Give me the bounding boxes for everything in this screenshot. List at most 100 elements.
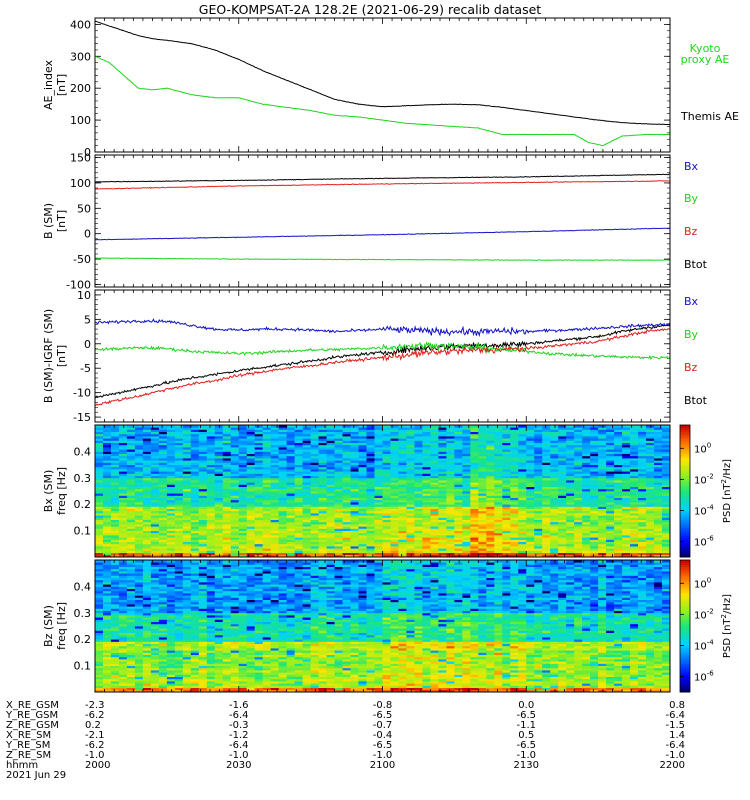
panel-spec-bx-cell (342, 550, 351, 553)
panel-spec-bx-cell (358, 427, 367, 430)
panel-spec-bx-cell (374, 493, 383, 496)
panel-spec-bx-cell (206, 486, 216, 490)
panel-spec-bx-cell (310, 537, 320, 540)
panel-spec-bx-cell (470, 539, 479, 542)
panel-spec-bx-cell (542, 447, 551, 450)
panel-spec-bx-cell (246, 495, 256, 498)
panel-spec-bx-cell (550, 460, 559, 463)
panel-spec-bx-cell (566, 429, 575, 432)
panel-spec-bx-cell (574, 526, 583, 529)
panel-spec-bx-cell (430, 451, 439, 454)
panel-spec-bx-cell (222, 532, 232, 536)
panel-spec-bx-cell (214, 550, 224, 553)
panel-spec-bx-cell (166, 543, 176, 547)
panel-spec-bx-cell (438, 453, 447, 457)
panel-spec-bx-cell (446, 429, 455, 432)
panel-spec-bx-cell (654, 427, 663, 430)
panel-spec-bx-cell (318, 543, 327, 547)
panel-spec-bx-cell (206, 477, 216, 481)
panel-spec-bx-cell (254, 427, 264, 430)
panel-spec-bx-cell (646, 451, 655, 454)
panel-spec-bx-cell (446, 464, 455, 468)
panel-spec-bx-cell (422, 466, 431, 470)
panel-spec-bx-cell (446, 488, 455, 492)
panel-spec-bx-cell (286, 482, 296, 485)
panel-spec-bx-cell (182, 425, 192, 428)
panel-spec-bx-cell (614, 546, 623, 549)
panel-spec-bx-cell (326, 521, 335, 525)
panel-spec-bx-cell (430, 436, 439, 439)
panel-spec-bx-cell (326, 543, 335, 547)
panel-spec-bx-cell (630, 543, 639, 547)
panel-spec-bx-cell (190, 517, 200, 520)
panel-spec-bx-cell (518, 469, 527, 472)
panel-spec-bx-cell (550, 433, 559, 437)
panel-spec-bx-cell (118, 508, 128, 512)
panel-spec-bx-cell (582, 462, 591, 465)
panel-spec-bx-cell (214, 513, 224, 516)
panel-spec-bx-cell (654, 508, 663, 512)
panel-spec-bx-cell (438, 554, 447, 558)
panel-spec-bx-cell (95, 436, 104, 439)
panel-spec-bx-cell (446, 460, 455, 463)
panel-spec-bx-cell (654, 546, 663, 549)
panel-spec-bx-cell (518, 427, 527, 430)
panel-spec-bx-cell (446, 495, 455, 498)
panel-spec-bx-cell (95, 495, 104, 498)
panel-spec-bx-cell (542, 517, 551, 520)
panel-spec-bx-cell (230, 425, 240, 428)
panel-spec-bx-cell (142, 433, 152, 437)
panel-spec-bx-cell (470, 449, 479, 452)
panel-spec-bx-cell (182, 469, 192, 472)
panel-spec-bx-cell (534, 517, 543, 520)
panel-spec-bx-cell (206, 425, 216, 428)
panel-spec-bx-cell (198, 543, 208, 547)
panel-spec-bx-cell (126, 493, 136, 496)
panel-spec-bx-cell (630, 504, 639, 507)
panel-spec-bx-cell (542, 506, 551, 509)
panel-spec-bx-cell (150, 427, 160, 430)
panel-spec-bx-cell (118, 548, 128, 551)
panel-spec-bx-cell (430, 455, 439, 459)
panel-spec-bx-cell (534, 497, 543, 501)
panel-spec-bx-cell (286, 508, 296, 512)
panel-spec-bx-cell (102, 484, 112, 487)
panel-spec-bx-cell (182, 515, 192, 518)
panel-spec-bx-cell (310, 550, 320, 553)
panel-spec-bx-cell (654, 431, 663, 435)
panel-spec-bx-cell (95, 532, 104, 536)
panel-spec-bx-cell (654, 442, 663, 446)
panel-spec-bx-cell (606, 433, 615, 437)
panel-spec-bx-cell (190, 532, 200, 536)
panel-spec-bx-cell (254, 532, 264, 536)
panel-spec-bx-cell (646, 539, 655, 542)
panel-spec-bx-cell (238, 464, 248, 468)
panel-spec-bx-cell (470, 497, 479, 501)
panel-spec-bx-cell (366, 449, 375, 452)
panel-spec-bx-cell (95, 524, 104, 527)
panel-spec-bx-cell (310, 458, 320, 461)
panel-spec-bx-cell (254, 554, 264, 558)
panel-spec-bx-cell (606, 447, 615, 450)
panel-spec-bx-cell (222, 442, 232, 446)
panel-spec-bx-cell (590, 532, 599, 536)
panel-spec-bx-cell (270, 488, 280, 492)
panel-spec-bx-cell (438, 488, 447, 492)
panel-spec-bx-cell (166, 477, 176, 481)
panel-spec-bx-cell (190, 499, 200, 503)
panel-spec-bx-cell (230, 486, 240, 490)
panel-spec-bx-cell (454, 543, 463, 547)
panel-spec-bx-cell (158, 480, 168, 483)
panel-spec-bx-cell (486, 519, 495, 523)
panel-spec-bx-cell (326, 517, 335, 520)
panel-spec-bx-cell (574, 433, 583, 437)
panel-spec-bx-cell (342, 466, 351, 470)
panel-spec-bx-cell (478, 471, 487, 474)
panel-spec-bx-cell (566, 458, 575, 461)
panel-spec-bx-cell (302, 471, 312, 474)
panel-spec-bx-cell (502, 425, 511, 428)
panel-spec-bx-cell (470, 466, 479, 470)
panel-spec-bx-cell (230, 506, 240, 509)
panel-spec-bx-cell (470, 458, 479, 461)
panel-spec-bx-cell (406, 548, 415, 551)
